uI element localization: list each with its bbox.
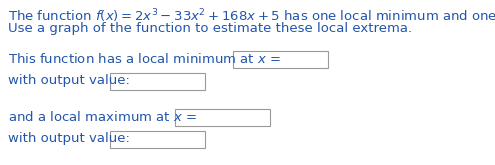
Text: with output value:: with output value: [8,74,130,87]
Text: The function $f(x) = 2x^3 - 33x^2 + 168x + 5$ has one local minimum and one loca: The function $f(x) = 2x^3 - 33x^2 + 168x… [8,7,495,25]
Bar [110,73,205,90]
Text: This function has a local minimum at $x$ =: This function has a local minimum at $x$… [8,52,281,66]
Bar [175,109,270,126]
Bar [110,131,205,148]
Text: Use a graph of the function to estimate these local extrema.: Use a graph of the function to estimate … [8,22,412,35]
Text: with output value:: with output value: [8,132,130,145]
Bar [233,51,328,68]
Text: and a local maximum at $x$ =: and a local maximum at $x$ = [8,110,197,124]
